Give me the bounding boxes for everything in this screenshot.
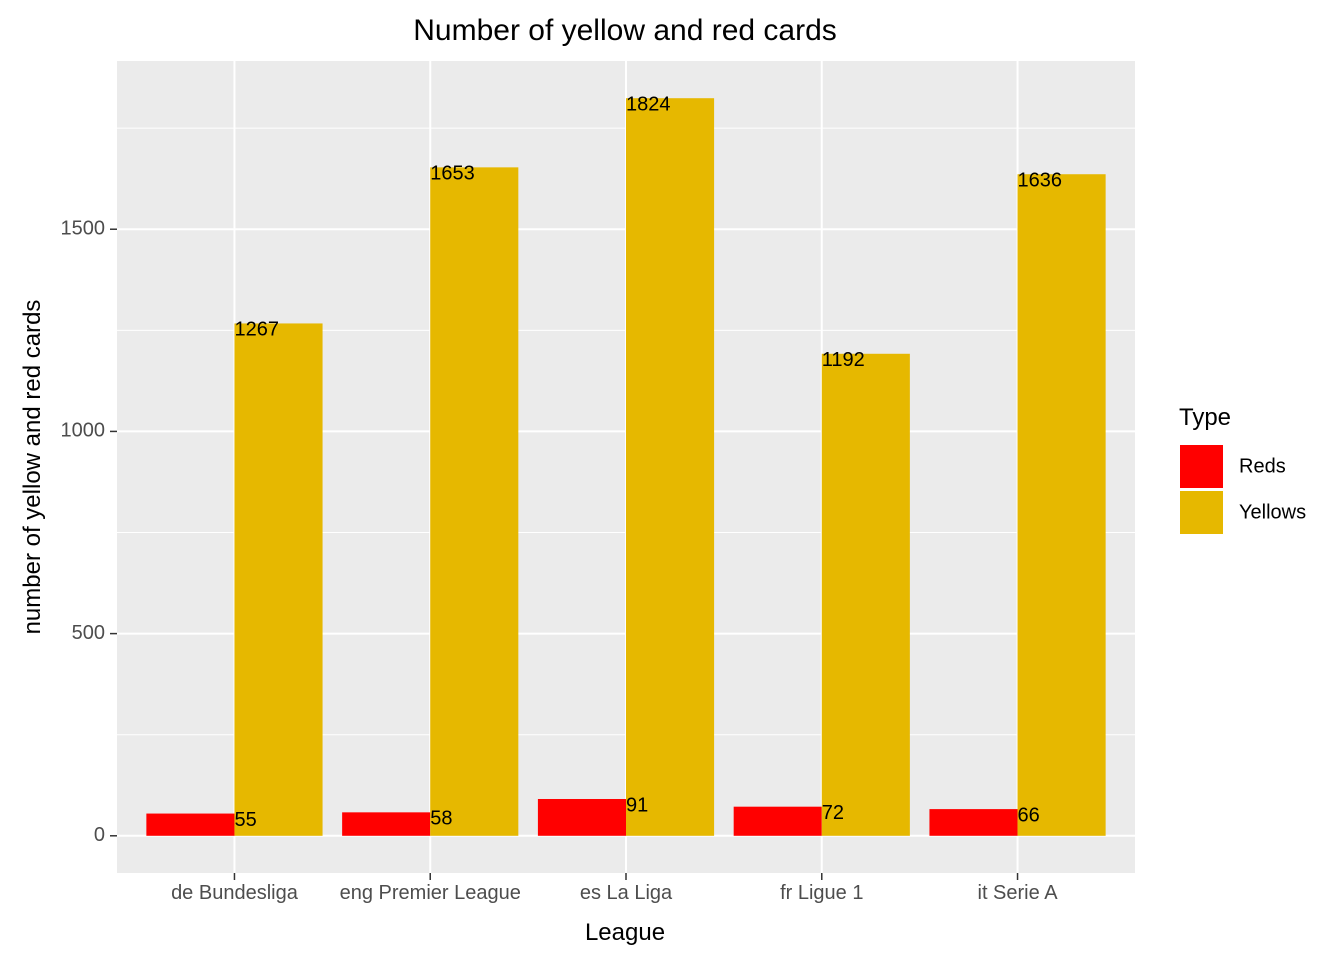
x-tick-label: es La Liga (580, 882, 673, 904)
bar-yellows (821, 353, 910, 836)
legend-title: Type (1179, 404, 1231, 431)
data-label: 1636 (1018, 170, 1063, 192)
legend-label: Reds (1239, 455, 1286, 477)
data-label: 58 (430, 808, 452, 830)
bar-reds (733, 806, 822, 836)
x-tick-label: de Bundesliga (171, 882, 299, 904)
legend-key-reds (1178, 443, 1225, 490)
y-tick-label: 0 (94, 824, 105, 846)
x-axis-title: League (585, 919, 665, 946)
legend-label: Yellows (1239, 501, 1306, 523)
data-label: 55 (234, 809, 256, 831)
y-axis: 0 500 1000 1500 (61, 218, 117, 846)
x-tick-label: it Serie A (978, 882, 1059, 904)
data-label: 91 (626, 794, 648, 816)
bar-reds (342, 812, 431, 836)
bar-reds (929, 809, 1018, 836)
y-tick-label: 1500 (61, 218, 106, 240)
y-tick-label: 1000 (61, 420, 106, 442)
y-axis-title: number of yellow and red cards (19, 300, 46, 635)
bar-yellows (1017, 174, 1106, 836)
data-label: 1267 (234, 319, 279, 341)
legend-key-yellows (1178, 489, 1225, 536)
x-tick-label: eng Premier League (340, 882, 521, 904)
bar-reds (537, 798, 626, 836)
data-label: 1824 (626, 93, 671, 115)
legend: Type Reds Yellows (1178, 404, 1306, 536)
chart-title: Number of yellow and red cards (413, 14, 837, 47)
y-tick-label: 500 (72, 622, 105, 644)
x-axis: de Bundesliga eng Premier League es La Lig… (171, 873, 1058, 904)
data-label: 1653 (430, 163, 475, 185)
data-label: 72 (822, 802, 844, 824)
x-tick-label: fr Ligue 1 (780, 882, 863, 904)
bar-yellows (234, 323, 323, 836)
data-label: 66 (1018, 804, 1040, 826)
bar-yellows (430, 167, 519, 836)
bars (146, 98, 1106, 836)
data-label: 1192 (822, 349, 865, 371)
bar-yellows (626, 98, 715, 836)
bar-reds (146, 813, 235, 836)
data-labels: 55 58 91 72 66 1267 1653 1824 1192 1636 (234, 93, 1062, 830)
